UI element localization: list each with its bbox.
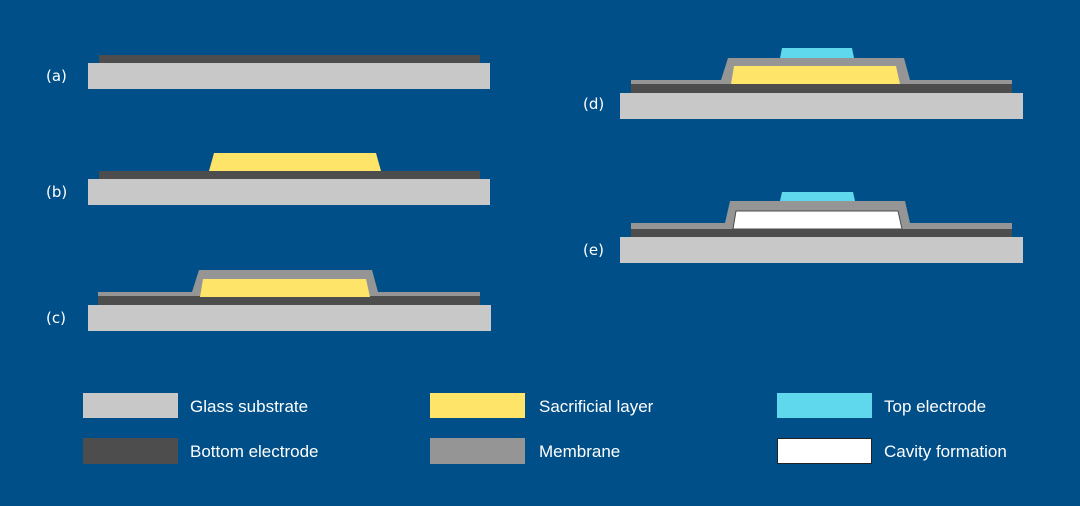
glass-substrate — [88, 63, 490, 89]
legend-swatch-top-electrode — [777, 393, 872, 418]
bottom-electrode — [99, 55, 480, 63]
legend-label-membrane: Membrane — [539, 442, 620, 461]
step-label-d: (d) — [583, 95, 604, 113]
legend-swatch-sacrificial-layer — [430, 393, 525, 418]
bottom-electrode — [98, 296, 480, 305]
bottom-electrode — [631, 84, 1012, 93]
legend-swatch-membrane — [430, 438, 525, 464]
legend-label-top-electrode: Top electrode — [884, 397, 986, 416]
sacrificial-layer — [200, 279, 370, 297]
step-e: (e) — [583, 192, 1023, 263]
sacrificial-layer — [209, 153, 381, 171]
sacrificial-layer — [731, 66, 900, 84]
step-a: (a) — [46, 55, 490, 89]
legend-label-glass-substrate: Glass substrate — [190, 397, 308, 416]
legend-label-bottom-electrode: Bottom electrode — [190, 442, 319, 461]
cavity — [732, 210, 903, 230]
step-d: (d) — [583, 48, 1023, 119]
legend-swatch-glass-substrate — [83, 393, 178, 418]
legend-label-cavity-formation: Cavity formation — [884, 442, 1007, 461]
top-electrode — [780, 48, 854, 58]
bottom-electrode — [631, 229, 1012, 237]
legend-label-sacrificial-layer: Sacrificial layer — [539, 397, 654, 416]
step-label-e: (e) — [583, 241, 604, 259]
step-label-a: (a) — [46, 67, 67, 85]
legend-swatch-cavity-formation — [777, 438, 872, 464]
glass-substrate — [88, 305, 491, 331]
glass-substrate — [620, 237, 1023, 263]
glass-substrate — [620, 93, 1023, 119]
step-label-b: (b) — [46, 183, 67, 201]
legend: Glass substrate Bottom electrode Sacrifi… — [83, 393, 1007, 464]
step-b: (b) — [46, 153, 490, 205]
glass-substrate — [88, 179, 490, 205]
bottom-electrode — [99, 171, 480, 179]
step-label-c: (c) — [46, 309, 66, 327]
top-electrode — [780, 192, 855, 201]
legend-swatch-bottom-electrode — [83, 438, 178, 464]
step-c: (c) — [46, 270, 491, 331]
